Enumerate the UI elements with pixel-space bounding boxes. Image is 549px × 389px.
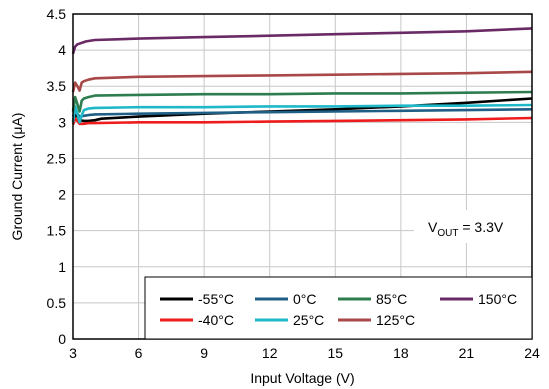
y-tick-label: 1.5 — [47, 223, 67, 239]
series-line — [71, 116, 533, 126]
legend-label: 150°C — [478, 291, 517, 307]
x-axis-title: Input Voltage (V) — [250, 370, 354, 386]
y-tick-label: 4.5 — [47, 6, 67, 22]
y-tick-label: 3.5 — [47, 78, 67, 94]
legend-box — [144, 276, 533, 340]
y-tick-label: 0 — [58, 331, 66, 347]
legend-label: 0°C — [293, 291, 317, 307]
series-lines — [71, 27, 533, 126]
x-tick-label: 18 — [393, 345, 409, 361]
x-tick-label: 3 — [69, 345, 77, 361]
series-line — [71, 103, 533, 124]
legend-label: 25°C — [293, 312, 324, 328]
y-tick-label: 0.5 — [47, 295, 67, 311]
legend-label: 85°C — [376, 291, 407, 307]
series-line — [71, 90, 533, 113]
vout-annotation: VOUT = 3.3V — [414, 210, 531, 243]
series-line — [71, 27, 533, 55]
x-tick-label: 24 — [524, 345, 540, 361]
series-line — [71, 70, 533, 93]
legend-label: -55°C — [198, 291, 234, 307]
x-tick-label: 21 — [459, 345, 475, 361]
annotation-subscript: OUT — [437, 228, 458, 239]
annotation-suffix: = 3.3V — [458, 219, 503, 235]
annotation-prefix: V — [428, 219, 438, 235]
y-tick-label: 1 — [58, 259, 66, 275]
y-tick-label: 2.5 — [47, 150, 67, 166]
y-tick-label: 4 — [58, 42, 66, 58]
y-axis-title: Ground Current (μA) — [9, 113, 25, 241]
x-tick-label: 6 — [135, 345, 143, 361]
y-tick-label: 3 — [58, 114, 66, 130]
legend: -55°C -40°C 0°C 25°C 85°C 125°C 150°C — [144, 276, 533, 340]
annotation-text: VOUT = 3.3V — [428, 219, 504, 239]
y-tick-label: 2 — [58, 187, 66, 203]
x-tick-label: 9 — [200, 345, 208, 361]
x-tick-label: 15 — [327, 345, 343, 361]
x-tick-label: 12 — [262, 345, 278, 361]
annotation-box — [414, 210, 531, 243]
legend-label: 125°C — [376, 312, 415, 328]
tick-labels: 3 6 9 12 15 18 21 24 0 0.5 1 1.5 2 2.5 3 3.5 4 4.5 — [47, 6, 540, 361]
legend-label: -40°C — [198, 312, 234, 328]
